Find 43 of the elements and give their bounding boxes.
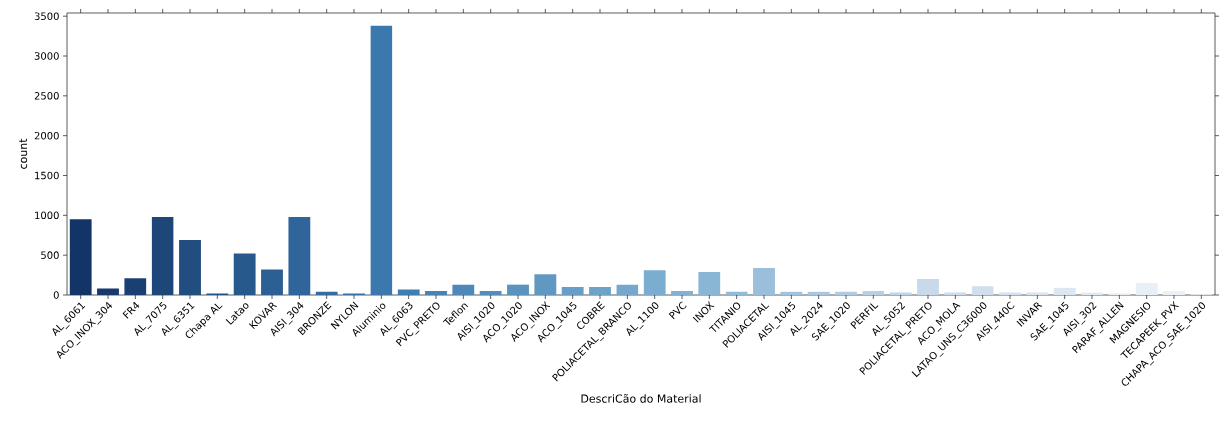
- bar: [589, 287, 611, 295]
- y-tick-label: 500: [41, 251, 59, 259]
- bar: [561, 287, 584, 295]
- bar: [917, 279, 939, 295]
- x-axis-title: DescriCão do Material: [581, 394, 701, 403]
- bar: [534, 274, 557, 295]
- bar: [1135, 283, 1158, 295]
- y-tick-label: 3500: [34, 12, 59, 20]
- bar: [315, 291, 338, 295]
- bar: [233, 253, 256, 295]
- y-tick-label: 2000: [34, 131, 59, 140]
- bar: [780, 291, 803, 295]
- bar: [616, 284, 639, 295]
- y-tick-label: 0: [53, 291, 59, 299]
- bar: [179, 240, 201, 295]
- bar: [261, 269, 283, 295]
- bar: [397, 289, 420, 295]
- y-axis-title: count: [19, 138, 28, 169]
- bar: [288, 216, 311, 295]
- bar: [452, 284, 475, 295]
- bar: [835, 291, 857, 295]
- y-tick-label: 1000: [35, 211, 59, 220]
- bar: [698, 271, 721, 295]
- bar: [507, 284, 529, 295]
- bar: [971, 286, 994, 295]
- bar: [1053, 287, 1076, 295]
- bar: [69, 219, 92, 295]
- bar: [151, 216, 174, 295]
- bar: [643, 270, 666, 295]
- bar: [1163, 291, 1185, 295]
- bar: [753, 267, 775, 295]
- bar: [124, 278, 147, 295]
- y-tick-label: 1500: [35, 171, 59, 180]
- bar: [370, 25, 393, 295]
- bar: [671, 291, 693, 295]
- bar: [862, 291, 885, 295]
- bar: [725, 291, 748, 295]
- y-tick-label: 3000: [34, 52, 59, 60]
- bar: [479, 291, 502, 295]
- bar: [425, 291, 447, 295]
- bar: [807, 291, 830, 295]
- bar: [97, 288, 119, 295]
- y-tick-label: 2500: [34, 92, 59, 100]
